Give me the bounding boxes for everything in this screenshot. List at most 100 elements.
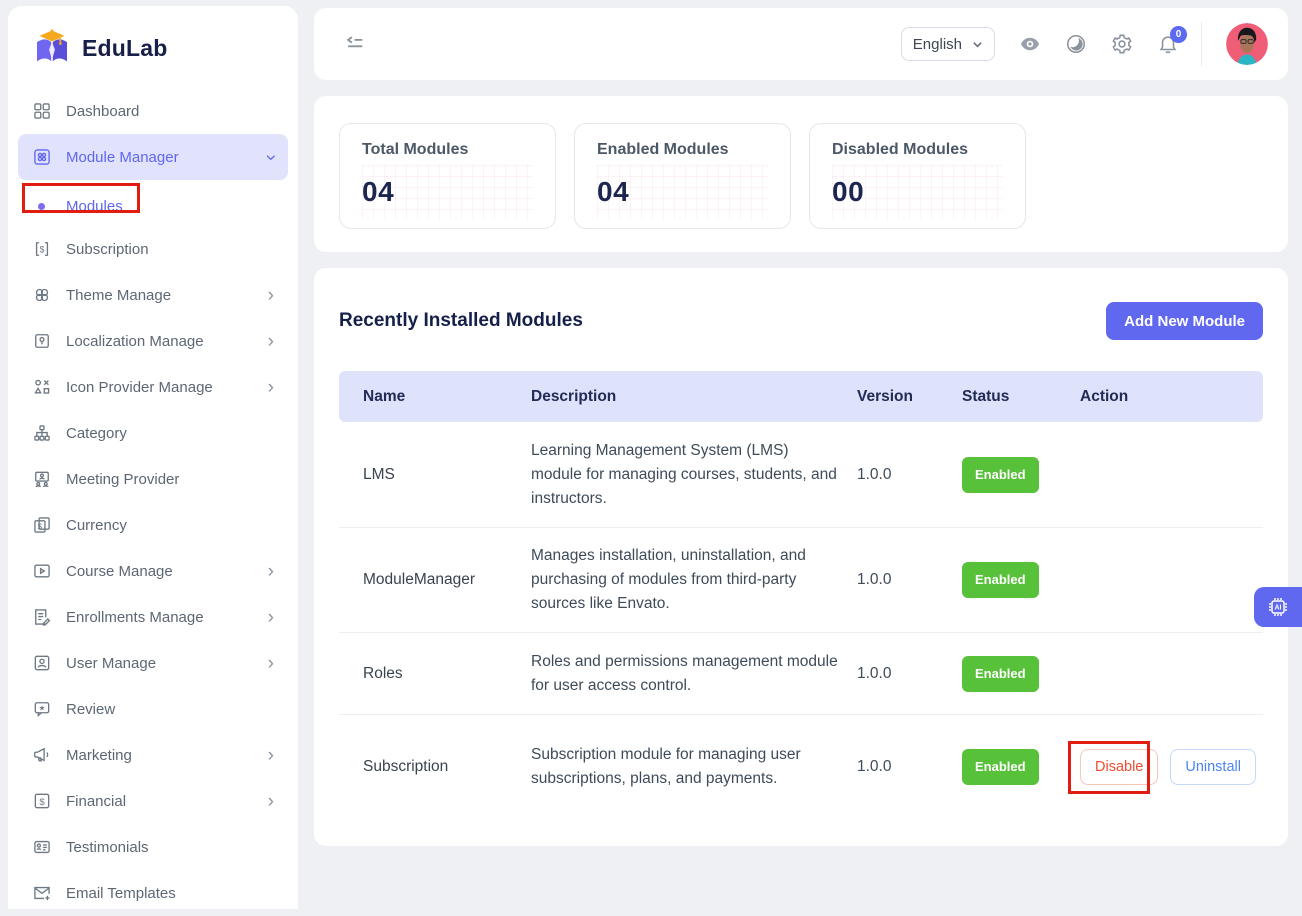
stat-label: Disabled Modules — [832, 141, 969, 158]
table-row-modulemanager: ModuleManager Manages installation, unins… — [339, 528, 1263, 633]
section-title: Recently Installed Modules — [339, 310, 583, 331]
review-icon: ★ — [32, 699, 52, 719]
enrollments-icon — [32, 607, 52, 627]
dark-mode-moon-icon[interactable] — [1065, 33, 1087, 55]
chevron-down-icon — [972, 39, 983, 50]
table-row-roles: Roles Roles and permissions management mo… — [339, 633, 1263, 715]
sidebar-item-theme-manage[interactable]: Theme Manage › — [18, 272, 288, 318]
ai-assistant-fab[interactable]: AI — [1254, 587, 1302, 627]
sidebar-item-modules[interactable]: Modules — [18, 186, 288, 226]
sidebar-item-dashboard[interactable]: Dashboard — [18, 88, 288, 134]
edulab-logo-icon — [32, 28, 72, 68]
column-header-action: Action — [1080, 387, 1129, 405]
sidebar-nav: Dashboard Module Manager › Modules $ Subscrip… — [8, 82, 298, 916]
module-description: Learning Management System (LMS) module … — [531, 441, 837, 507]
category-icon — [32, 423, 52, 443]
module-name: ModuleManager — [363, 571, 476, 588]
chevron-right-icon: › — [267, 606, 274, 628]
user-avatar[interactable] — [1226, 23, 1268, 65]
stat-value: 04 — [597, 176, 630, 207]
sidebar-item-course-manage[interactable]: Course Manage › — [18, 548, 288, 594]
stat-value-grid: 04 — [362, 165, 533, 219]
sidebar-item-label: Financial — [66, 792, 127, 810]
stat-label: Total Modules — [362, 141, 469, 158]
svg-text:$: $ — [40, 244, 45, 254]
dashboard-grid-icon — [32, 101, 52, 121]
disable-button[interactable]: Disable — [1080, 748, 1159, 785]
email-templates-icon — [32, 883, 52, 903]
notification-count-badge: 0 — [1170, 26, 1187, 43]
module-name: Subscription — [363, 757, 449, 775]
module-status-cell: Enabled — [962, 655, 1080, 692]
module-name: Roles — [363, 664, 403, 682]
add-new-module-button[interactable]: Add New Module — [1106, 302, 1263, 340]
module-version: 1.0.0 — [857, 757, 892, 775]
collapse-sidebar-icon[interactable] — [344, 33, 366, 55]
module-description: Subscription module for managing user su… — [531, 745, 801, 787]
table-row-lms: LMS Learning Management System (LMS) modu… — [339, 422, 1263, 528]
module-status-cell: Enabled — [962, 748, 1080, 785]
table-body: LMS Learning Management System (LMS) modu… — [339, 422, 1263, 818]
svg-text:★: ★ — [39, 703, 46, 712]
sidebar-item-label: Category — [66, 424, 127, 442]
sidebar-item-label: User Manage — [66, 654, 157, 672]
chevron-right-icon: › — [267, 284, 274, 306]
svg-text:AI: AI — [1275, 605, 1282, 612]
sidebar-item-label: Module Manager — [66, 148, 179, 166]
language-select[interactable]: English — [900, 27, 995, 61]
eye-icon[interactable] — [1019, 33, 1041, 55]
sidebar-item-marketing[interactable]: Marketing › — [18, 732, 288, 778]
testimonials-icon — [32, 837, 52, 857]
svg-text:$: $ — [38, 523, 43, 532]
brand-name: EduLab — [82, 34, 168, 61]
sidebar-item-review[interactable]: ★ Review — [18, 686, 288, 732]
course-manage-icon — [32, 561, 52, 581]
sidebar-item-subscription[interactable]: $ Subscription — [18, 226, 288, 272]
chevron-right-icon: › — [267, 560, 274, 582]
stat-value: 00 — [832, 176, 865, 207]
sidebar-item-category[interactable]: Category — [18, 410, 288, 456]
chevron-right-icon: › — [267, 790, 274, 812]
module-description: Roles and permissions management module … — [531, 652, 838, 694]
notifications-bell-icon[interactable]: 0 — [1157, 26, 1187, 55]
sidebar-item-enrollments-manage[interactable]: Enrollments Manage › — [18, 594, 288, 640]
chevron-right-icon: › — [267, 744, 274, 766]
sidebar-item-email-templates[interactable]: Email Templates — [18, 870, 288, 916]
status-badge: Enabled — [962, 562, 1039, 598]
column-header-name: Name — [363, 387, 406, 405]
sidebar-item-meeting-provider[interactable]: Meeting Provider — [18, 456, 288, 502]
chevron-down-icon: › — [260, 153, 282, 161]
stat-value-grid: 04 — [597, 165, 768, 219]
module-version: 1.0.0 — [857, 664, 892, 682]
settings-gear-icon[interactable] — [1111, 33, 1133, 55]
sidebar-item-testimonials[interactable]: Testimonials — [18, 824, 288, 870]
sidebar-item-user-manage[interactable]: User Manage › — [18, 640, 288, 686]
column-header-description: Description — [531, 387, 617, 405]
uninstall-button[interactable]: Uninstall — [1170, 748, 1256, 785]
localization-icon — [32, 331, 52, 351]
column-header-version: Version — [857, 387, 913, 405]
sidebar-item-icon-provider-manage[interactable]: Icon Provider Manage › — [18, 364, 288, 410]
sidebar: EduLab Dashboard Module Manager › Modules $ S… — [8, 6, 298, 909]
sidebar-item-currency[interactable]: $ Currency — [18, 502, 288, 548]
sidebar-item-label: Theme Manage — [66, 286, 172, 304]
modules-table-card: Recently Installed Modules Add New Modul… — [314, 268, 1288, 846]
module-name: LMS — [363, 465, 395, 483]
chevron-right-icon: › — [267, 652, 274, 674]
topbar-divider — [1201, 21, 1202, 67]
sidebar-item-label: Subscription — [66, 240, 149, 258]
ai-chip-icon: AI — [1266, 595, 1290, 619]
sidebar-item-label: Modules — [66, 197, 123, 215]
sidebar-item-module-manager[interactable]: Module Manager › — [18, 134, 288, 180]
meeting-provider-icon — [32, 469, 52, 489]
sidebar-item-label: Icon Provider Manage — [66, 378, 213, 396]
sidebar-item-label: Localization Manage — [66, 332, 204, 350]
marketing-icon — [32, 745, 52, 765]
sidebar-item-localization-manage[interactable]: Localization Manage › — [18, 318, 288, 364]
stat-card-enabled-modules: Enabled Modules 04 — [574, 123, 791, 229]
sidebar-item-label: Marketing — [66, 746, 132, 764]
module-status-cell: Enabled — [962, 562, 1080, 598]
icon-provider-icon — [32, 377, 52, 397]
sidebar-item-financial[interactable]: $ Financial › — [18, 778, 288, 824]
language-select-value: English — [912, 35, 962, 53]
